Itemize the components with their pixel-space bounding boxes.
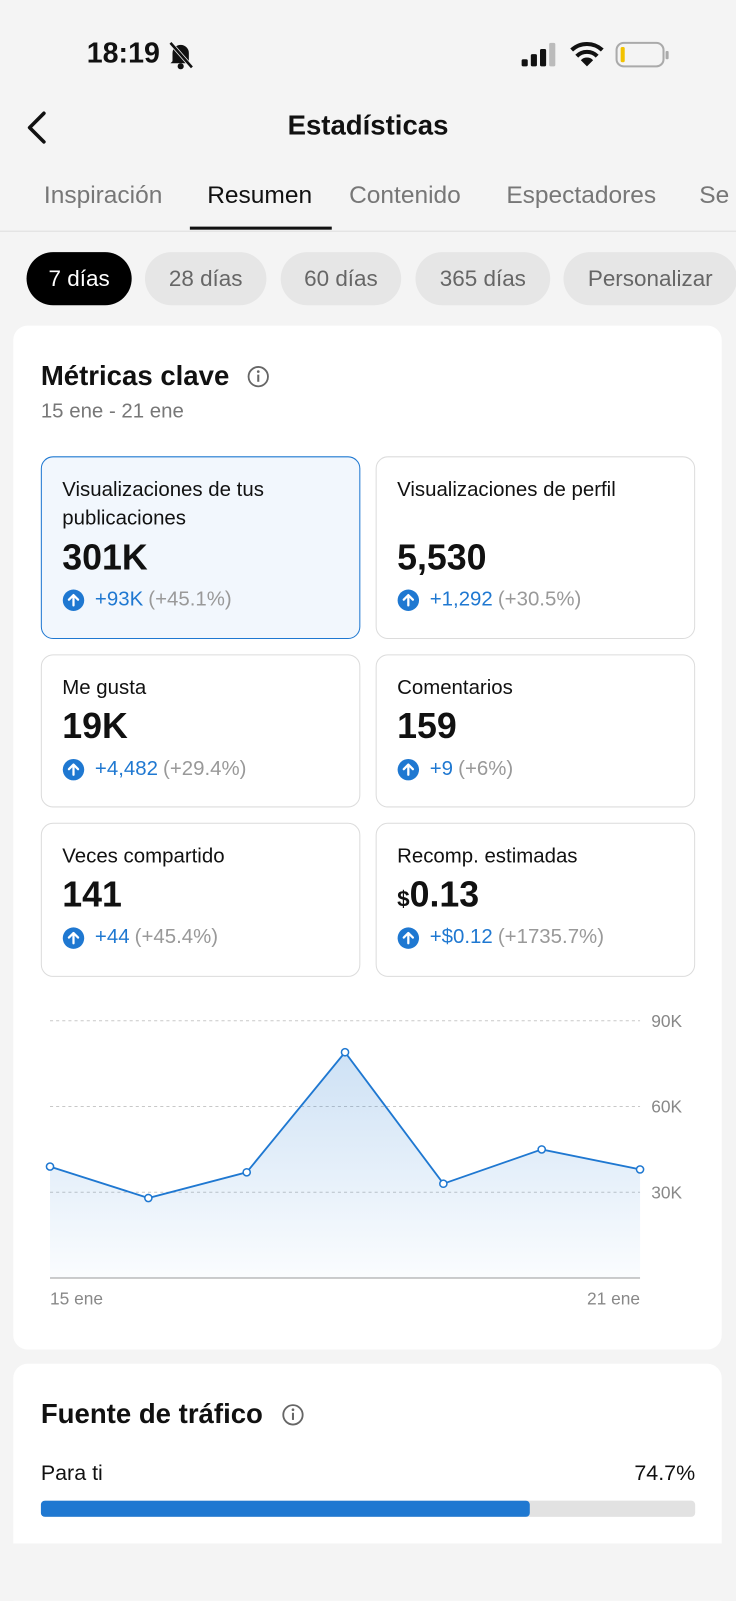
back-button[interactable]	[24, 110, 51, 145]
change: +1,292	[429, 587, 493, 611]
metric-change: +$0.12 (+1735.7%)	[397, 926, 604, 949]
source-value: 74.7%	[634, 1461, 696, 1486]
point	[340, 1047, 350, 1057]
change: +9	[429, 757, 454, 780]
metric-change: +9 (+6%)	[397, 757, 513, 780]
status-icons	[521, 41, 669, 68]
section-title: Fuente de tráfico	[40, 1398, 263, 1430]
point	[635, 1165, 645, 1174]
change-pct: (+45.1%)	[148, 587, 232, 611]
source-name: Para ti	[40, 1461, 103, 1486]
tab[interactable]: Inspiración	[43, 181, 163, 210]
currency: $	[397, 886, 410, 912]
value: 141	[62, 874, 122, 915]
point	[537, 1145, 547, 1154]
status-time: 18:19	[86, 36, 160, 69]
value: 0.13	[409, 874, 480, 915]
metric-card[interactable]: Veces compartido 141 +44 (+45.4%)	[40, 822, 361, 977]
up-arrow-icon	[397, 758, 420, 780]
metric-value: 19K	[62, 706, 128, 747]
value: 5,530	[397, 537, 487, 578]
change: +$0.12	[429, 925, 493, 949]
x-tick-label: 15 ene	[50, 1289, 103, 1306]
range-chip[interactable]: Personalizar	[563, 252, 736, 306]
metric-change: +93K (+45.1%)	[62, 587, 232, 611]
section-title: Métricas clave	[40, 360, 230, 391]
tab[interactable]: Espectadores	[506, 181, 657, 210]
point	[45, 1162, 55, 1171]
chart: 30K 60K 90K 15 ene 21 ene	[45, 1011, 683, 1306]
value: 301K	[62, 537, 148, 578]
up-arrow-icon	[397, 589, 420, 611]
change-pct: (+29.4%)	[163, 757, 247, 780]
metric-change: +44 (+45.4%)	[62, 926, 218, 949]
up-arrow-icon	[62, 589, 85, 611]
value: 159	[397, 706, 457, 747]
bottom-fade	[0, 1543, 736, 1601]
key-metrics-card: Métricas clave 15 ene - 21 ene 30K 60K 90K…	[13, 325, 722, 1350]
metric-label: Recomp. estimadas	[397, 845, 578, 868]
change-pct: (+30.5%)	[497, 587, 582, 611]
y-tick-label: 60K	[651, 1097, 682, 1117]
area	[50, 1052, 641, 1279]
y-tick-label: 90K	[651, 1011, 682, 1031]
y-tick-label: 30K	[651, 1182, 682, 1202]
metric-change: +4,482 (+29.4%)	[62, 757, 246, 780]
tab[interactable]: Resumen	[207, 181, 313, 210]
info-icon[interactable]	[247, 365, 271, 389]
point	[439, 1179, 448, 1189]
metric-card[interactable]: Visualizaciones de tus publicaciones 301K…	[40, 456, 361, 640]
range-chip[interactable]: 28 días	[144, 252, 267, 306]
change-pct: (+45.4%)	[134, 925, 219, 949]
up-arrow-icon	[397, 926, 420, 949]
period: 15 ene - 21 ene	[40, 400, 184, 423]
metric-label: Me gusta	[62, 676, 147, 700]
header-title: Estadísticas	[287, 110, 449, 141]
change: +44	[94, 925, 130, 949]
metric-card[interactable]: Recomp. estimadas $0.13 +$0.12 (+1735.7%)	[375, 822, 696, 977]
metric-label: Veces compartido	[62, 845, 225, 868]
metric-label: Visualizaciones de perfil	[397, 478, 616, 502]
metric-change: +1,292 (+30.5%)	[397, 588, 581, 611]
range-chip[interactable]: 7 días	[26, 252, 132, 306]
progress-track	[40, 1500, 696, 1517]
progress-bar	[40, 1500, 530, 1517]
tab[interactable]: Contenido	[349, 181, 461, 210]
range-chip[interactable]: 365 días	[415, 252, 551, 306]
metric-value: 141	[62, 875, 122, 916]
metric-card[interactable]: Visualizaciones de perfil 5,530 +1,292 (+30…	[375, 456, 696, 640]
change-pct: (+6%)	[458, 757, 514, 780]
point	[242, 1167, 252, 1177]
bell-off-icon	[168, 41, 194, 70]
info-icon[interactable]	[282, 1404, 306, 1428]
x-tick-label: 21 ene	[587, 1289, 640, 1306]
metric-value: 5,530	[397, 538, 486, 579]
change: +93K	[94, 587, 144, 611]
metric-label: Comentarios	[397, 676, 513, 700]
range-chip[interactable]: 60 días	[280, 252, 402, 306]
value: 19K	[62, 706, 128, 747]
metric-value: $0.13	[397, 875, 479, 916]
change-pct: (+1735.7%)	[497, 925, 605, 949]
metric-value: 301K	[62, 538, 147, 579]
metric-card[interactable]: Me gusta 19K +4,482 (+29.4%)	[40, 654, 361, 808]
tab[interactable]: Se	[699, 181, 730, 210]
up-arrow-icon	[62, 926, 85, 949]
metric-value: 159	[397, 706, 457, 747]
metric-card[interactable]: Comentarios 159 +9 (+6%)	[375, 654, 696, 808]
tab-underline	[189, 226, 332, 230]
divider	[0, 230, 736, 232]
metric-label: Visualizaciones de tus publicaciones	[62, 478, 264, 530]
change: +4,482	[94, 757, 158, 780]
up-arrow-icon	[62, 758, 85, 780]
point	[144, 1193, 153, 1203]
